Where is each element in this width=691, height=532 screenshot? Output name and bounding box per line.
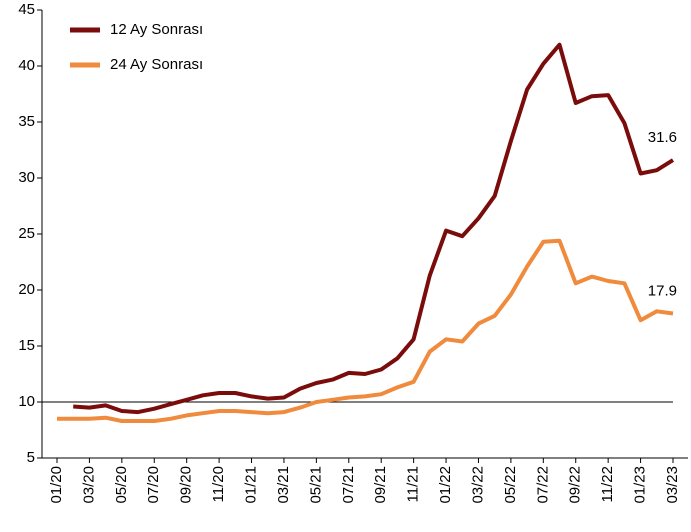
y-tick-label: 35 — [18, 113, 35, 130]
x-tick-label: 01/22 — [437, 466, 454, 504]
x-tick-label: 03/21 — [275, 466, 292, 504]
x-tick-label: 11/20 — [210, 466, 227, 502]
x-tick-label: 05/22 — [502, 466, 519, 504]
x-tick-label: 11/22 — [599, 466, 616, 502]
y-tick-label: 15 — [18, 337, 35, 354]
x-tick-label: 01/23 — [632, 466, 649, 504]
legend-label: 24 Ay Sonrası — [110, 56, 203, 73]
y-tick-label: 5 — [27, 449, 35, 466]
x-tick-label: 07/22 — [534, 466, 551, 504]
end-label: 31.6 — [648, 129, 677, 146]
x-tick-label: 11/21 — [405, 466, 422, 502]
x-tick-label: 09/21 — [372, 466, 389, 504]
x-tick-label: 01/20 — [48, 466, 65, 504]
y-tick-label: 10 — [18, 393, 35, 410]
y-tick-label: 30 — [18, 169, 35, 186]
x-tick-label: 09/22 — [567, 466, 584, 504]
y-tick-label: 40 — [18, 57, 35, 74]
y-tick-label: 20 — [18, 281, 35, 298]
x-tick-label: 07/20 — [145, 466, 162, 504]
x-tick-label: 05/20 — [113, 466, 130, 504]
y-tick-label: 45 — [18, 1, 35, 18]
legend-label: 12 Ay Sonrası — [110, 21, 203, 38]
x-tick-label: 01/21 — [242, 466, 259, 504]
series-line — [73, 42, 675, 415]
end-label: 17.9 — [648, 282, 677, 299]
series-line — [57, 238, 674, 423]
y-tick-label: 25 — [18, 225, 35, 242]
x-tick-label: 07/21 — [340, 466, 357, 504]
x-tick-label: 03/20 — [80, 466, 97, 504]
x-tick-label: 09/20 — [178, 466, 195, 504]
x-tick-label: 05/21 — [307, 466, 324, 504]
x-tick-label: 03/22 — [469, 466, 486, 504]
x-tick-label: 03/23 — [664, 466, 681, 504]
